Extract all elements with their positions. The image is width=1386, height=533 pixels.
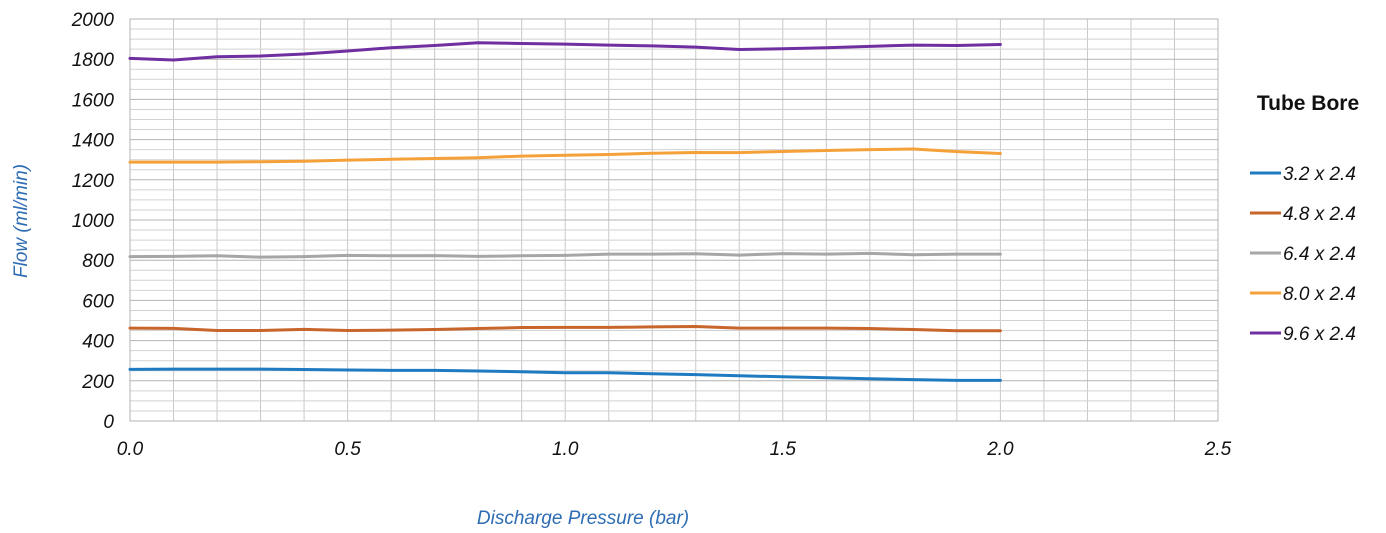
y-tick-label: 1800 (72, 50, 115, 71)
y-axis-ticks: 0 200 400 600 800 1000 1200 1400 1600 1800 2000 (71, 10, 115, 433)
y-tick-label: 1000 (72, 211, 115, 232)
legend-items: 3.2 x 2.4 4.8 x 2.4 6.4 x 2.4 8.0 x 2.4 9.6 … (1250, 164, 1356, 345)
y-axis-title: Flow (ml/min) (11, 164, 32, 278)
y-tick-label: 0 (103, 412, 114, 433)
x-tick-label: 0.5 (334, 439, 361, 460)
y-tick-label: 200 (81, 372, 114, 393)
legend-label: 9.6 x 2.4 (1283, 324, 1356, 345)
series-line (128, 367, 1002, 382)
y-tick-label: 400 (82, 332, 114, 353)
y-tick-label: 800 (82, 251, 114, 272)
x-tick-label: 1.0 (552, 439, 579, 460)
x-axis-title: Discharge Pressure (bar) (477, 508, 689, 529)
y-tick-label: 1200 (72, 171, 115, 192)
y-tick-label: 1400 (72, 131, 115, 152)
x-tick-label: 2.0 (986, 439, 1014, 460)
legend-label: 6.4 x 2.4 (1283, 244, 1356, 265)
series-line (128, 41, 1002, 62)
x-axis-ticks: 0.0 0.5 1.0 1.5 2.0 2.5 (117, 439, 1232, 460)
series-line (128, 251, 1002, 259)
legend-title: Tube Bore (1257, 92, 1359, 115)
legend-label: 8.0 x 2.4 (1283, 284, 1356, 305)
grid (129, 18, 1219, 422)
legend-label: 4.8 x 2.4 (1283, 204, 1356, 225)
legend: Tube Bore 3.2 x 2.4 4.8 x 2.4 6.4 x 2.4 8.0… (1250, 92, 1359, 345)
y-tick-label: 1600 (72, 90, 115, 111)
x-tick-label: 0.0 (117, 439, 144, 460)
x-tick-label: 1.5 (770, 439, 797, 460)
y-tick-label: 2000 (71, 10, 115, 31)
series-lines (128, 41, 1002, 382)
x-tick-label: 2.5 (1204, 439, 1232, 460)
series-line (128, 325, 1002, 333)
series-line (128, 147, 1002, 164)
legend-label: 3.2 x 2.4 (1283, 164, 1356, 185)
y-tick-label: 600 (82, 291, 114, 312)
plot-frame (129, 18, 1219, 422)
